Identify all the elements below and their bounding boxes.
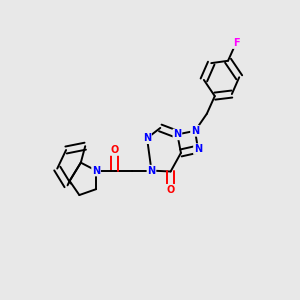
Text: O: O <box>167 185 175 195</box>
Text: O: O <box>110 145 119 155</box>
Text: N: N <box>147 166 155 176</box>
Text: N: N <box>143 133 151 143</box>
Text: N: N <box>194 144 202 154</box>
Text: F: F <box>233 38 239 48</box>
Text: N: N <box>92 166 100 176</box>
Text: N: N <box>173 129 181 140</box>
Text: N: N <box>191 126 199 136</box>
